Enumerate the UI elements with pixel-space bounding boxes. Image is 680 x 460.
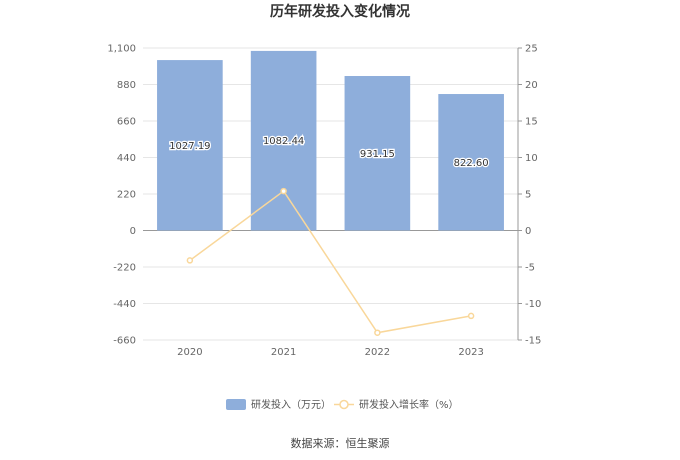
y-right-tick-label: 15 (525, 117, 538, 128)
bar-value-label: 931.15 (360, 149, 395, 160)
y-left-tick-label: 880 (117, 80, 136, 91)
bar-value-label: 822.60 (454, 158, 489, 169)
legend-swatch-marker[interactable] (339, 399, 349, 410)
y-right-tick-label: 10 (525, 153, 538, 164)
legend: 研发投入（万元） 研发投入增长率（%） (226, 398, 459, 411)
bar-series (157, 50, 504, 231)
bar-2020[interactable] (157, 60, 223, 231)
y-left-tick-label: 220 (117, 190, 136, 201)
line-point-2021[interactable] (280, 187, 287, 195)
x-tick-label: 2020 (177, 347, 202, 358)
x-axis: 2020 2021 2022 2023 (177, 347, 484, 358)
y-right-tick-label: 25 (525, 44, 538, 55)
y-right-tick-label: -15 (525, 336, 541, 347)
data-source: 数据来源：恒生聚源 (291, 436, 390, 450)
y-right-tick-label: 5 (525, 190, 531, 201)
y-right-tick-label: 0 (525, 226, 531, 237)
y-left-tick-label: 660 (117, 117, 136, 128)
bar-2021[interactable] (250, 50, 317, 231)
bar-value-label: 1082.44 (263, 136, 304, 147)
legend-swatch-bar[interactable] (226, 399, 246, 410)
y-axis-right: 25 20 15 10 5 0 -5 -10 -15 (517, 44, 541, 347)
legend-label-line[interactable]: 研发投入增长率（%） (359, 398, 459, 411)
line-point-2023[interactable] (467, 312, 475, 320)
x-tick-label: 2021 (271, 347, 296, 358)
x-tick-label: 2022 (365, 347, 390, 358)
line-series (186, 187, 475, 336)
y-left-tick-label: -440 (113, 299, 136, 310)
chart-title: 历年研发投入变化情况 (270, 3, 410, 20)
y-right-tick-label: -10 (525, 299, 541, 310)
growth-rate-line (189, 190, 472, 334)
bar-value-label: 1027.19 (169, 141, 210, 152)
y-left-tick-label: 440 (117, 153, 136, 164)
line-point-2020[interactable] (186, 257, 194, 264)
y-left-tick-label: 0 (130, 226, 136, 237)
bar-data-labels: 1027.19 1082.44 931.15 822.60 (168, 135, 490, 170)
bar-2023[interactable] (438, 94, 504, 231)
line-point-2022[interactable] (374, 329, 381, 336)
y-axis-left: 1,100 880 660 440 220 0 -220 -440 -660 (107, 44, 136, 347)
bar-2022[interactable] (344, 76, 411, 231)
y-left-tick-label: 1,100 (107, 44, 136, 55)
y-left-tick-label: -660 (113, 336, 136, 347)
legend-label-bar[interactable]: 研发投入（万元） (251, 398, 331, 411)
x-tick-label: 2023 (458, 347, 483, 358)
y-right-tick-label: -5 (525, 263, 535, 274)
y-left-tick-label: -220 (113, 263, 136, 274)
y-right-tick-label: 20 (525, 80, 538, 91)
